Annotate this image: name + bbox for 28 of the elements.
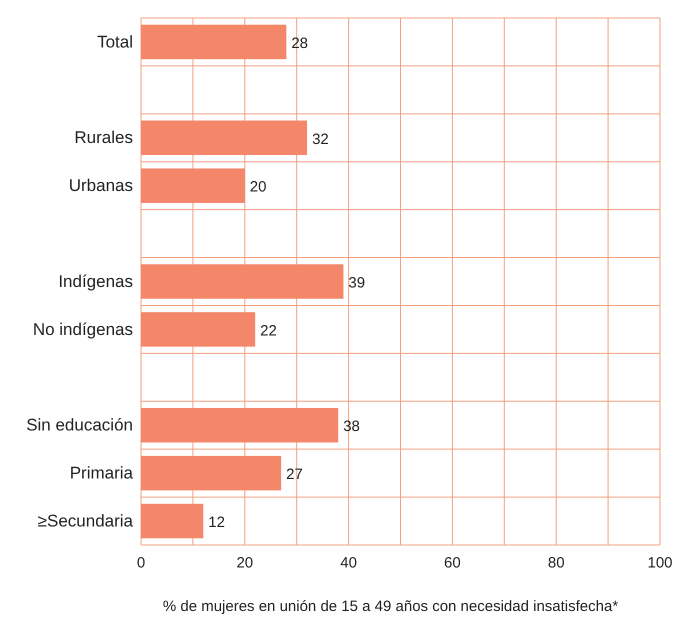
y-tick-label: No indígenas [32, 320, 133, 339]
data-label: 39 [348, 274, 366, 292]
x-axis-title: % de mujeres en unión de 15 a 49 años con necesidad insatisfecha* [162, 598, 618, 615]
data-label: 22 [260, 322, 277, 340]
bar [141, 408, 338, 442]
bar [141, 504, 204, 538]
y-tick-label: Indígenas [58, 272, 133, 291]
bar [141, 24, 286, 60]
bar [141, 456, 282, 490]
data-label: 32 [312, 130, 329, 148]
data-label: 20 [250, 178, 266, 196]
y-tick-label: Sin educación [26, 416, 133, 435]
x-tick-label: 60 [444, 554, 461, 572]
x-tick-label: 0 [136, 554, 146, 572]
bar [141, 264, 344, 299]
y-tick-label: ≥Secundaria [38, 511, 134, 530]
x-tick-label: 80 [548, 554, 565, 572]
bar [141, 312, 256, 347]
bar [141, 168, 245, 203]
x-tick-label: 20 [236, 554, 254, 572]
x-tick-label: 100 [647, 554, 673, 572]
y-tick-label: Total [97, 32, 133, 52]
y-tick-label: Urbanas [68, 176, 133, 196]
x-tick-label: 40 [340, 554, 357, 572]
bar [141, 120, 308, 156]
y-tick-label: Primaria [70, 464, 134, 483]
data-label: 12 [208, 514, 225, 532]
y-tick-label: Rurales [74, 128, 133, 148]
